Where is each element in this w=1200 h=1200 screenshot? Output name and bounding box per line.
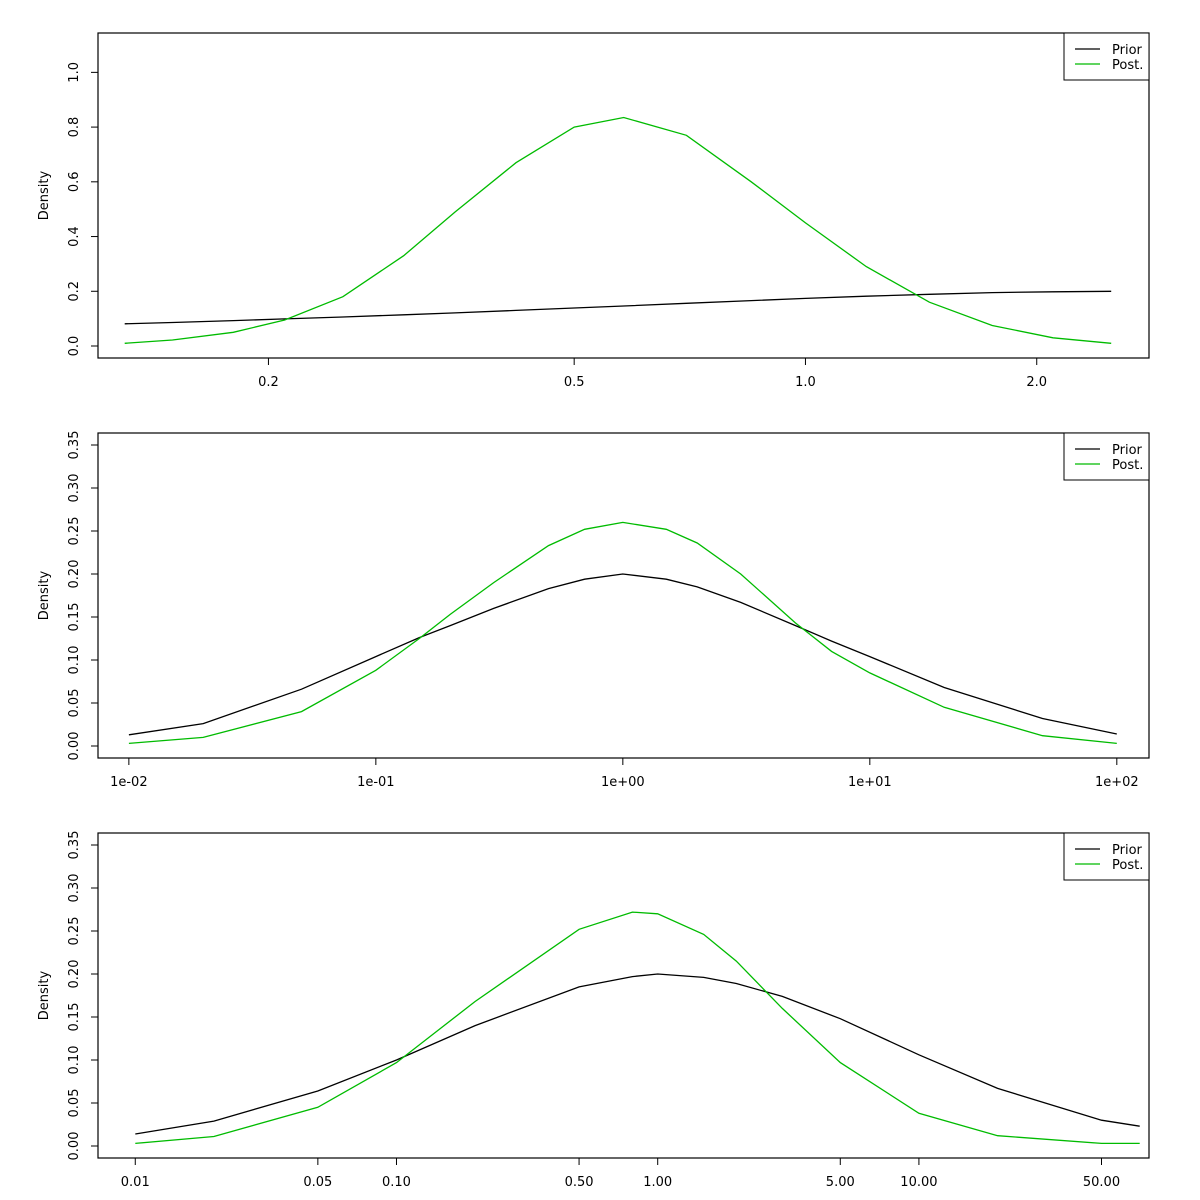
- density-plot-1: 0.2 0.5 1.0 2.0 0.0 0.2 0.4 0.6 0.8 1.0 Density Pri…: [37, 32, 1150, 390]
- y-tick-label: 0.4: [67, 226, 82, 247]
- x-tick-label: 1e-02: [110, 775, 148, 790]
- y-tick-label: 0.00: [67, 1132, 82, 1161]
- x-tick-label: 10.00: [900, 1175, 937, 1190]
- density-plot-3: 0.01 0.05 0.10 0.50 1.00 5.00 10.00 50.00 0.00 0.…: [37, 831, 1150, 1190]
- legend-box: [1063, 432, 1150, 481]
- y-tick-label: 0.35: [67, 831, 82, 860]
- y-tick-label: 0.20: [67, 560, 82, 589]
- legend-label: Post.: [1112, 58, 1143, 73]
- x-tick-label: 1.0: [795, 375, 816, 390]
- y-tick-label: 0.0: [67, 336, 82, 357]
- posterior-density-line: [135, 911, 1140, 1145]
- x-tick-label: 1e+02: [1095, 775, 1139, 790]
- y-tick-label: 0.15: [67, 603, 82, 632]
- y-tick-label: 0.2: [67, 281, 82, 302]
- prior-density-line: [135, 973, 1140, 1135]
- x-tick-label: 0.50: [565, 1175, 594, 1190]
- legend-box: [1063, 832, 1150, 881]
- x-tick-label: 1e-01: [357, 775, 395, 790]
- y-tick-label: 0.20: [67, 960, 82, 989]
- posterior-density-line: [128, 521, 1117, 745]
- y-tick-label: 0.6: [67, 171, 82, 192]
- y-tick-label: 0.05: [67, 1089, 82, 1118]
- x-tick-label: 0.2: [258, 375, 279, 390]
- y-tick-label: 0.00: [67, 732, 82, 761]
- x-tick-label: 0.05: [303, 1175, 332, 1190]
- x-tick-label: 2.0: [1026, 375, 1047, 390]
- y-tick-label: 0.10: [67, 646, 82, 675]
- y-tick-label: 0.25: [67, 517, 82, 546]
- y-tick-label: 0.30: [67, 874, 82, 903]
- plot-frame: [97, 832, 1150, 1159]
- plot-frame: [97, 32, 1150, 359]
- y-tick-label: 0.05: [67, 689, 82, 718]
- legend-box: [1063, 32, 1150, 81]
- legend-label: Prior: [1112, 443, 1143, 458]
- legend-label: Post.: [1112, 858, 1143, 873]
- legend-label: Prior: [1112, 43, 1143, 58]
- x-tick-label: 1e+00: [601, 775, 645, 790]
- x-tick-label: 5.00: [826, 1175, 855, 1190]
- x-tick-label: 1.00: [643, 1175, 672, 1190]
- legend-label: Post.: [1112, 458, 1143, 473]
- y-tick-label: 0.15: [67, 1003, 82, 1032]
- y-axis-label: Density: [37, 170, 52, 220]
- x-tick-label: 0.5: [564, 375, 585, 390]
- plot-frame: [97, 432, 1150, 759]
- posterior-density-line: [124, 116, 1112, 344]
- x-tick-label: 0.10: [382, 1175, 411, 1190]
- x-tick-label: 1e+01: [848, 775, 892, 790]
- prior-density-line: [124, 290, 1112, 325]
- y-tick-label: 0.25: [67, 917, 82, 946]
- y-tick-label: 0.35: [67, 431, 82, 460]
- y-tick-label: 1.0: [67, 62, 82, 83]
- prior-density-line: [128, 573, 1117, 736]
- x-tick-label: 50.00: [1083, 1175, 1120, 1190]
- legend-label: Prior: [1112, 843, 1143, 858]
- x-tick-label: 0.01: [121, 1175, 150, 1190]
- y-axis-label: Density: [37, 570, 52, 620]
- y-axis-label: Density: [37, 970, 52, 1020]
- density-plot-2: 1e-02 1e-01 1e+00 1e+01 1e+02 0.00 0.05 0.10 0.1…: [37, 431, 1150, 790]
- y-tick-label: 0.10: [67, 1046, 82, 1075]
- y-tick-label: 0.8: [67, 117, 82, 138]
- y-tick-label: 0.30: [67, 474, 82, 503]
